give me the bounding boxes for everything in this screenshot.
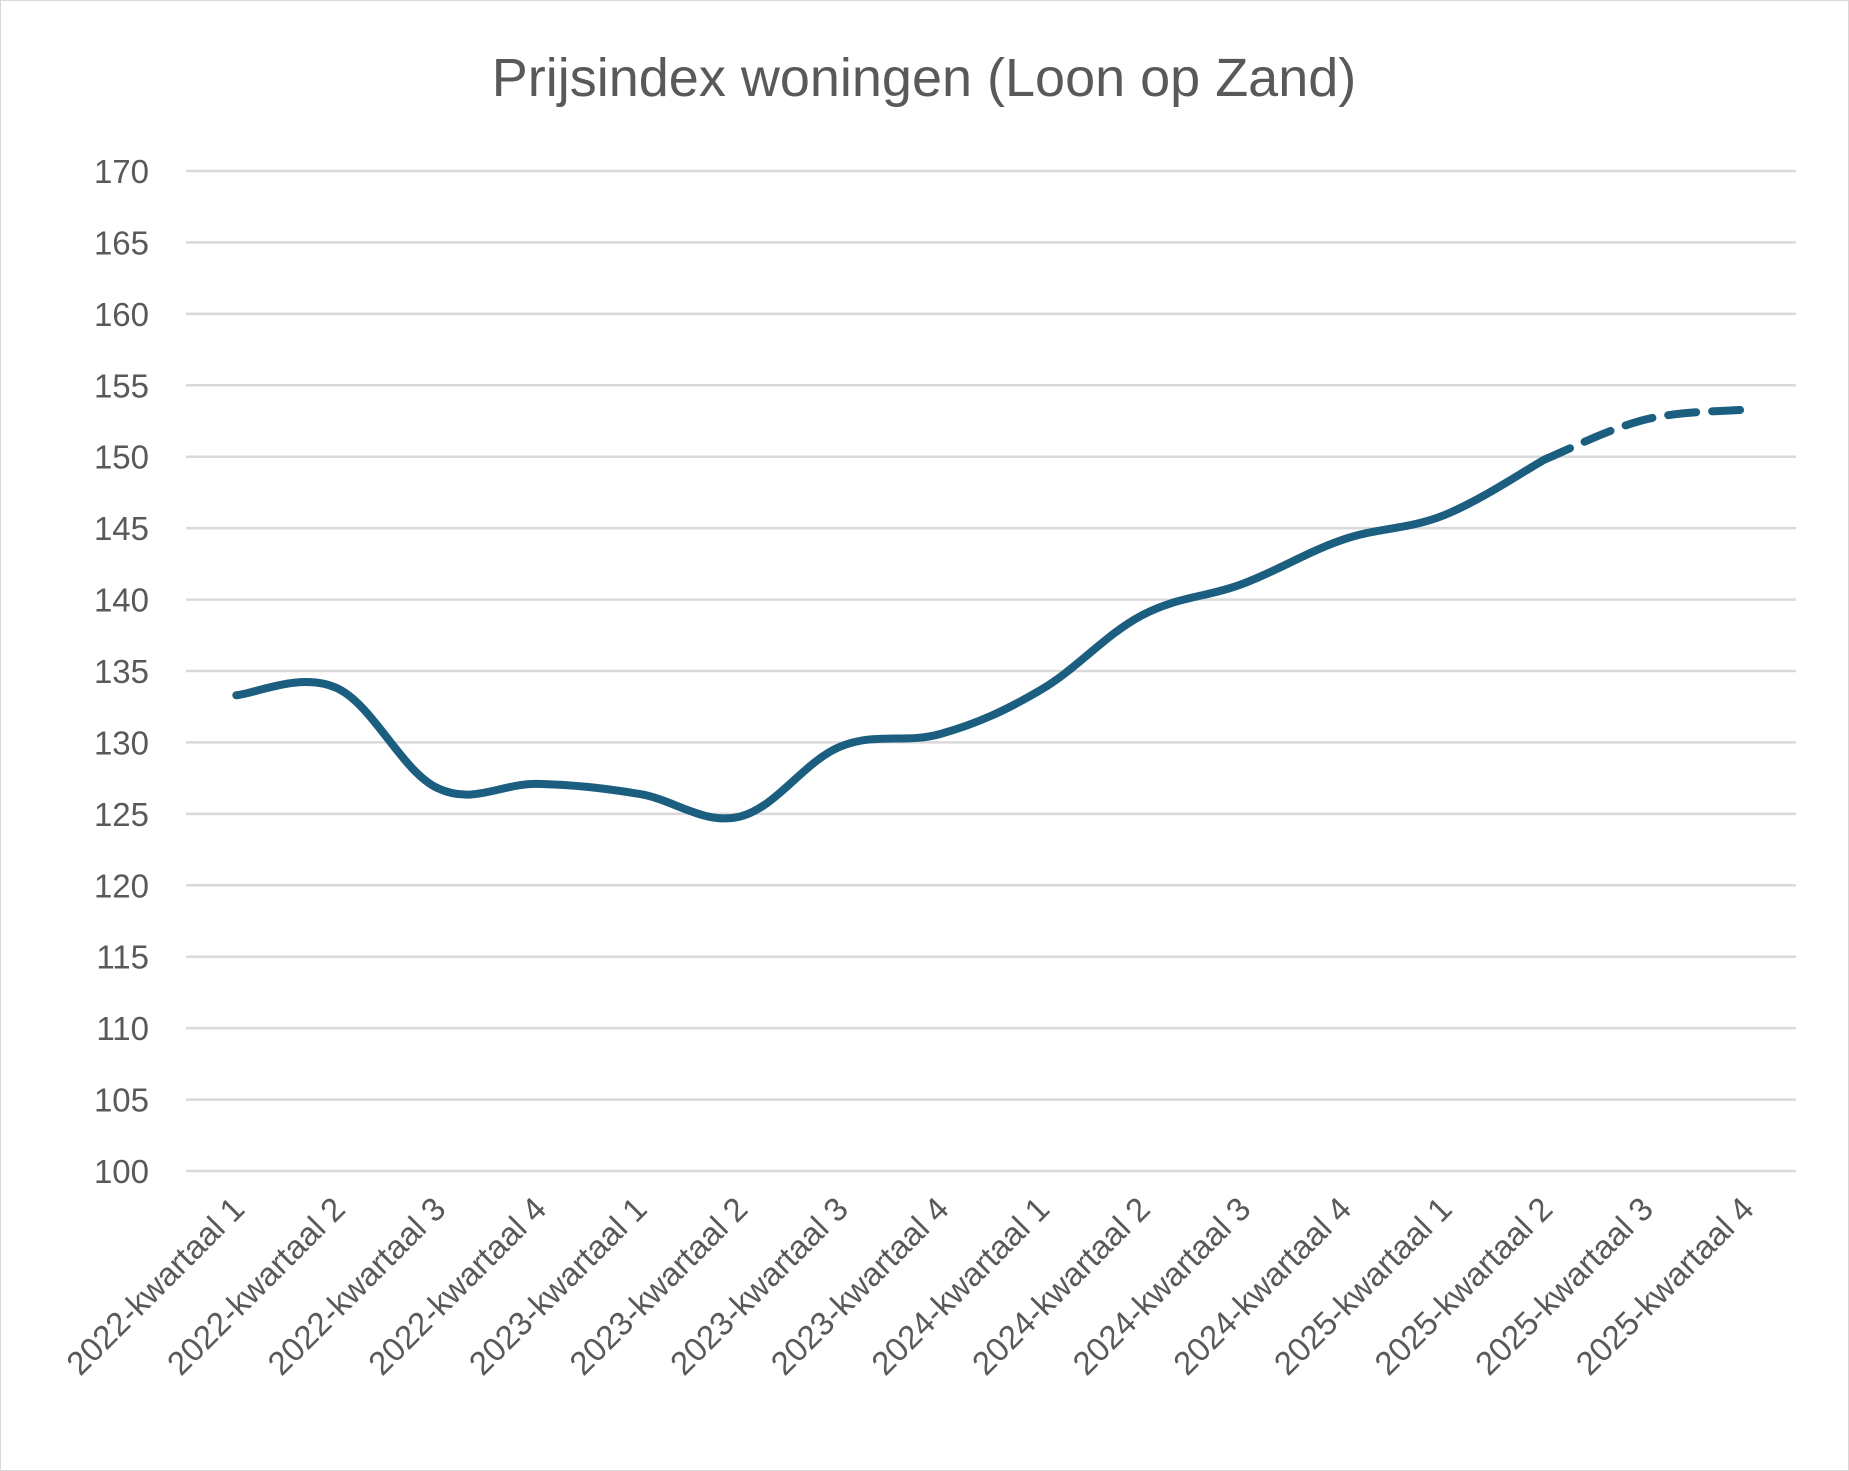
y-tick-label: 145 (94, 510, 149, 547)
y-tick-label: 105 (94, 1082, 149, 1119)
x-tick-label: 2025-kwartaal 2 (1367, 1190, 1559, 1382)
y-tick-label: 110 (96, 1010, 149, 1047)
x-tick-label: 2022-kwartaal 2 (160, 1190, 352, 1382)
x-tick-label: 2023-kwartaal 3 (663, 1190, 855, 1382)
x-tick-label: 2022-kwartaal 4 (361, 1190, 553, 1382)
y-tick-label: 125 (94, 796, 149, 833)
y-axis-ticks: 100 105 110 115 120 125 130 135 140 145 150 155 160 1… (94, 153, 149, 1190)
y-tick-label: 135 (94, 653, 149, 690)
x-tick-label: 2022-kwartaal 1 (59, 1190, 251, 1382)
x-tick-label: 2024-kwartaal 3 (1065, 1190, 1257, 1382)
y-tick-label: 150 (94, 439, 149, 476)
x-tick-label: 2024-kwartaal 1 (864, 1190, 1056, 1382)
x-tick-label: 2025-kwartaal 4 (1568, 1190, 1760, 1382)
x-tick-label: 2023-kwartaal 1 (462, 1190, 654, 1382)
y-tick-label: 130 (94, 724, 149, 761)
y-tick-label: 140 (94, 582, 149, 619)
y-tick-label: 120 (94, 867, 149, 904)
x-tick-label: 2022-kwartaal 3 (260, 1190, 452, 1382)
y-tick-label: 165 (94, 224, 149, 261)
series-line-forecast (1540, 405, 1750, 464)
x-tick-label: 2025-kwartaal 1 (1267, 1190, 1459, 1382)
y-tick-label: 115 (96, 939, 149, 976)
chart-title: Prijsindex woningen (Loon op Zand) (492, 48, 1357, 108)
series-layer (232, 405, 1750, 823)
y-tick-label: 160 (94, 296, 149, 333)
series-line-actual (232, 455, 1549, 823)
x-tick-label: 2025-kwartaal 3 (1468, 1190, 1660, 1382)
x-tick-label: 2024-kwartaal 4 (1166, 1190, 1358, 1382)
y-tick-label: 100 (94, 1153, 149, 1190)
x-tick-label: 2023-kwartaal 4 (763, 1190, 955, 1382)
x-tick-label: 2024-kwartaal 2 (965, 1190, 1157, 1382)
grid-lines (186, 169, 1796, 1173)
x-tick-label: 2023-kwartaal 2 (562, 1190, 754, 1382)
y-tick-label: 155 (94, 367, 149, 404)
y-tick-label: 170 (94, 153, 149, 190)
